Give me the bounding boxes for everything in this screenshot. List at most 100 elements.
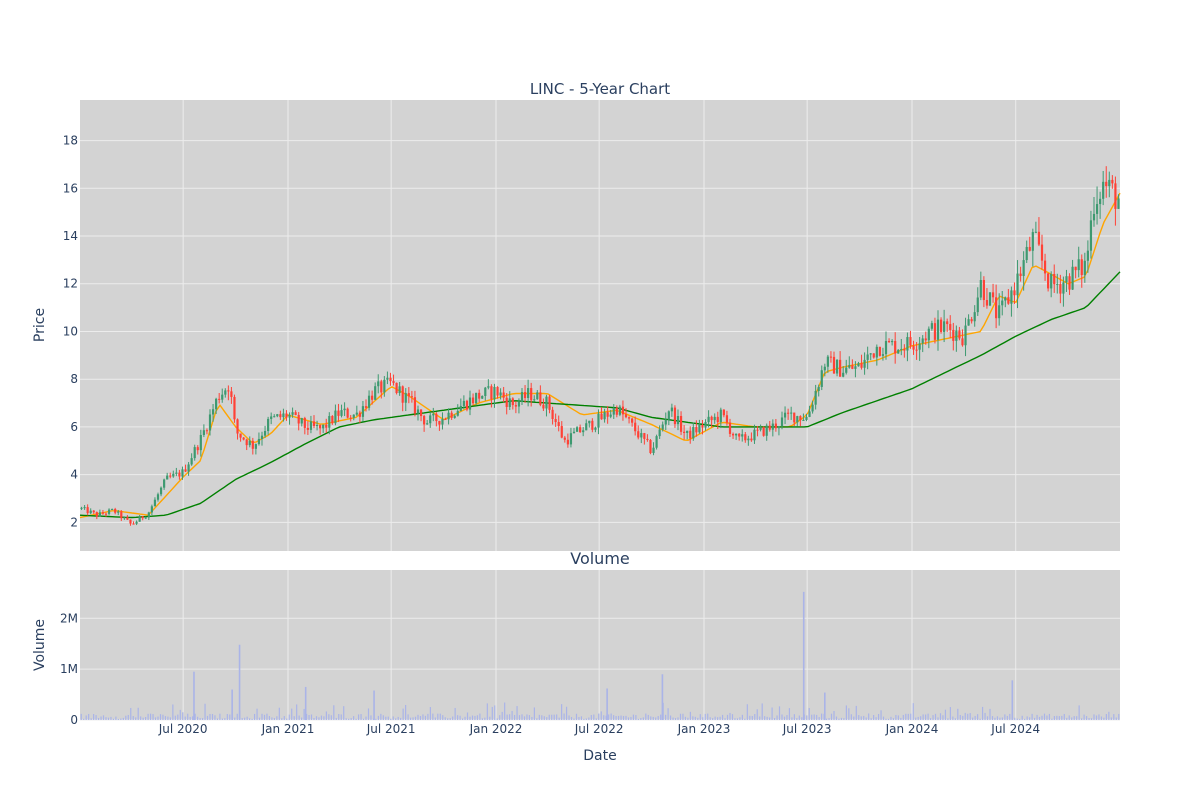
volume-bar [786, 715, 788, 720]
volume-bar [199, 718, 201, 720]
volume-bar [660, 714, 662, 720]
candle-body [98, 512, 101, 517]
candle-body [92, 510, 95, 513]
candle-body [747, 438, 750, 441]
candle-body [1071, 266, 1074, 290]
volume-bar [1093, 714, 1095, 720]
volume-bar [905, 713, 907, 720]
volume-bar [442, 715, 444, 720]
volume-bar [558, 717, 560, 720]
x-tick-label: Jan 2023 [677, 722, 731, 736]
candle-body [707, 416, 710, 423]
candle-body [441, 418, 444, 425]
volume-bar [137, 707, 139, 720]
candle-body [239, 433, 242, 438]
volume-bar [593, 714, 595, 720]
volume-spike-bar [238, 644, 241, 720]
candle-body [1028, 246, 1031, 251]
candle-body [89, 510, 92, 514]
candle-body [774, 423, 777, 429]
x-tick-label: Jan 2024 [885, 722, 939, 736]
volume-bar [1083, 714, 1085, 720]
candle-body [95, 512, 98, 517]
volume-bar [390, 718, 392, 720]
candle-body [542, 404, 545, 409]
volume-bar [424, 715, 427, 720]
volume-bar [97, 717, 100, 720]
volume-bar [471, 715, 474, 720]
candle-body [236, 419, 239, 434]
volume-bar [843, 718, 845, 720]
volume-bar [1078, 705, 1080, 720]
volume-bar [717, 717, 719, 720]
volume-bar [268, 716, 271, 720]
volume-bar [504, 702, 506, 720]
volume-bar [736, 718, 739, 720]
volume-bar [229, 714, 231, 720]
volume-bar [793, 714, 795, 720]
volume-bar [1043, 713, 1046, 720]
candle-body [117, 511, 120, 513]
volume-bar [929, 718, 932, 720]
volume-bar [1019, 718, 1021, 720]
candle-body [380, 381, 383, 393]
volume-bar [402, 708, 404, 720]
volume-bar [927, 713, 929, 720]
volume-bar [761, 703, 763, 720]
candle-body [704, 422, 707, 428]
volume-bar [365, 716, 367, 720]
candle-body [465, 400, 469, 410]
candle-body [490, 386, 493, 400]
candle-body [676, 415, 680, 425]
candle-body [511, 398, 514, 406]
candle-body [753, 429, 756, 441]
candle-body [175, 472, 178, 474]
candle-body [869, 353, 872, 355]
candle-body [1102, 181, 1105, 199]
candle-body [273, 416, 276, 418]
candle-body [802, 419, 805, 421]
volume-bar [907, 713, 909, 720]
volume-bar [541, 715, 543, 720]
volume-bar [474, 715, 476, 720]
candle-body [612, 407, 615, 415]
candle-body [652, 447, 655, 454]
volume-bar [642, 717, 644, 720]
volume-bar [910, 713, 912, 720]
volume-bar [459, 715, 461, 720]
volume-bar [709, 717, 711, 720]
volume-bar [556, 714, 558, 720]
volume-bar [1009, 713, 1011, 720]
volume-bar [325, 711, 327, 720]
volume-bar [702, 717, 704, 720]
volume-bar [464, 716, 466, 720]
candle-body [679, 415, 683, 432]
volume-bar [667, 708, 669, 720]
volume-bar [142, 717, 144, 720]
candle-body [670, 407, 673, 412]
candle-body [970, 319, 973, 322]
volume-bar [226, 714, 228, 720]
volume-bar [932, 715, 934, 720]
candle-body [221, 394, 224, 400]
candle-body [566, 439, 569, 445]
candle-body [805, 416, 808, 420]
volume-bar [509, 714, 511, 720]
volume-bar [147, 713, 149, 720]
volume-bar [518, 715, 521, 720]
candle-body [306, 427, 309, 430]
price-y-tick-label: 2 [70, 515, 78, 529]
volume-bar [110, 716, 112, 720]
candle-body [964, 325, 967, 346]
candle-body [725, 415, 729, 423]
volume-bar [1014, 717, 1016, 720]
volume-bar [1088, 718, 1090, 720]
volume-bar [917, 716, 919, 720]
volume-bar [615, 716, 617, 720]
volume-bar [184, 716, 186, 720]
candle-body [435, 413, 438, 422]
candle-body [395, 382, 398, 394]
candle-body [153, 499, 157, 507]
volume-bar [840, 717, 843, 720]
volume-spike-bar [193, 671, 195, 720]
